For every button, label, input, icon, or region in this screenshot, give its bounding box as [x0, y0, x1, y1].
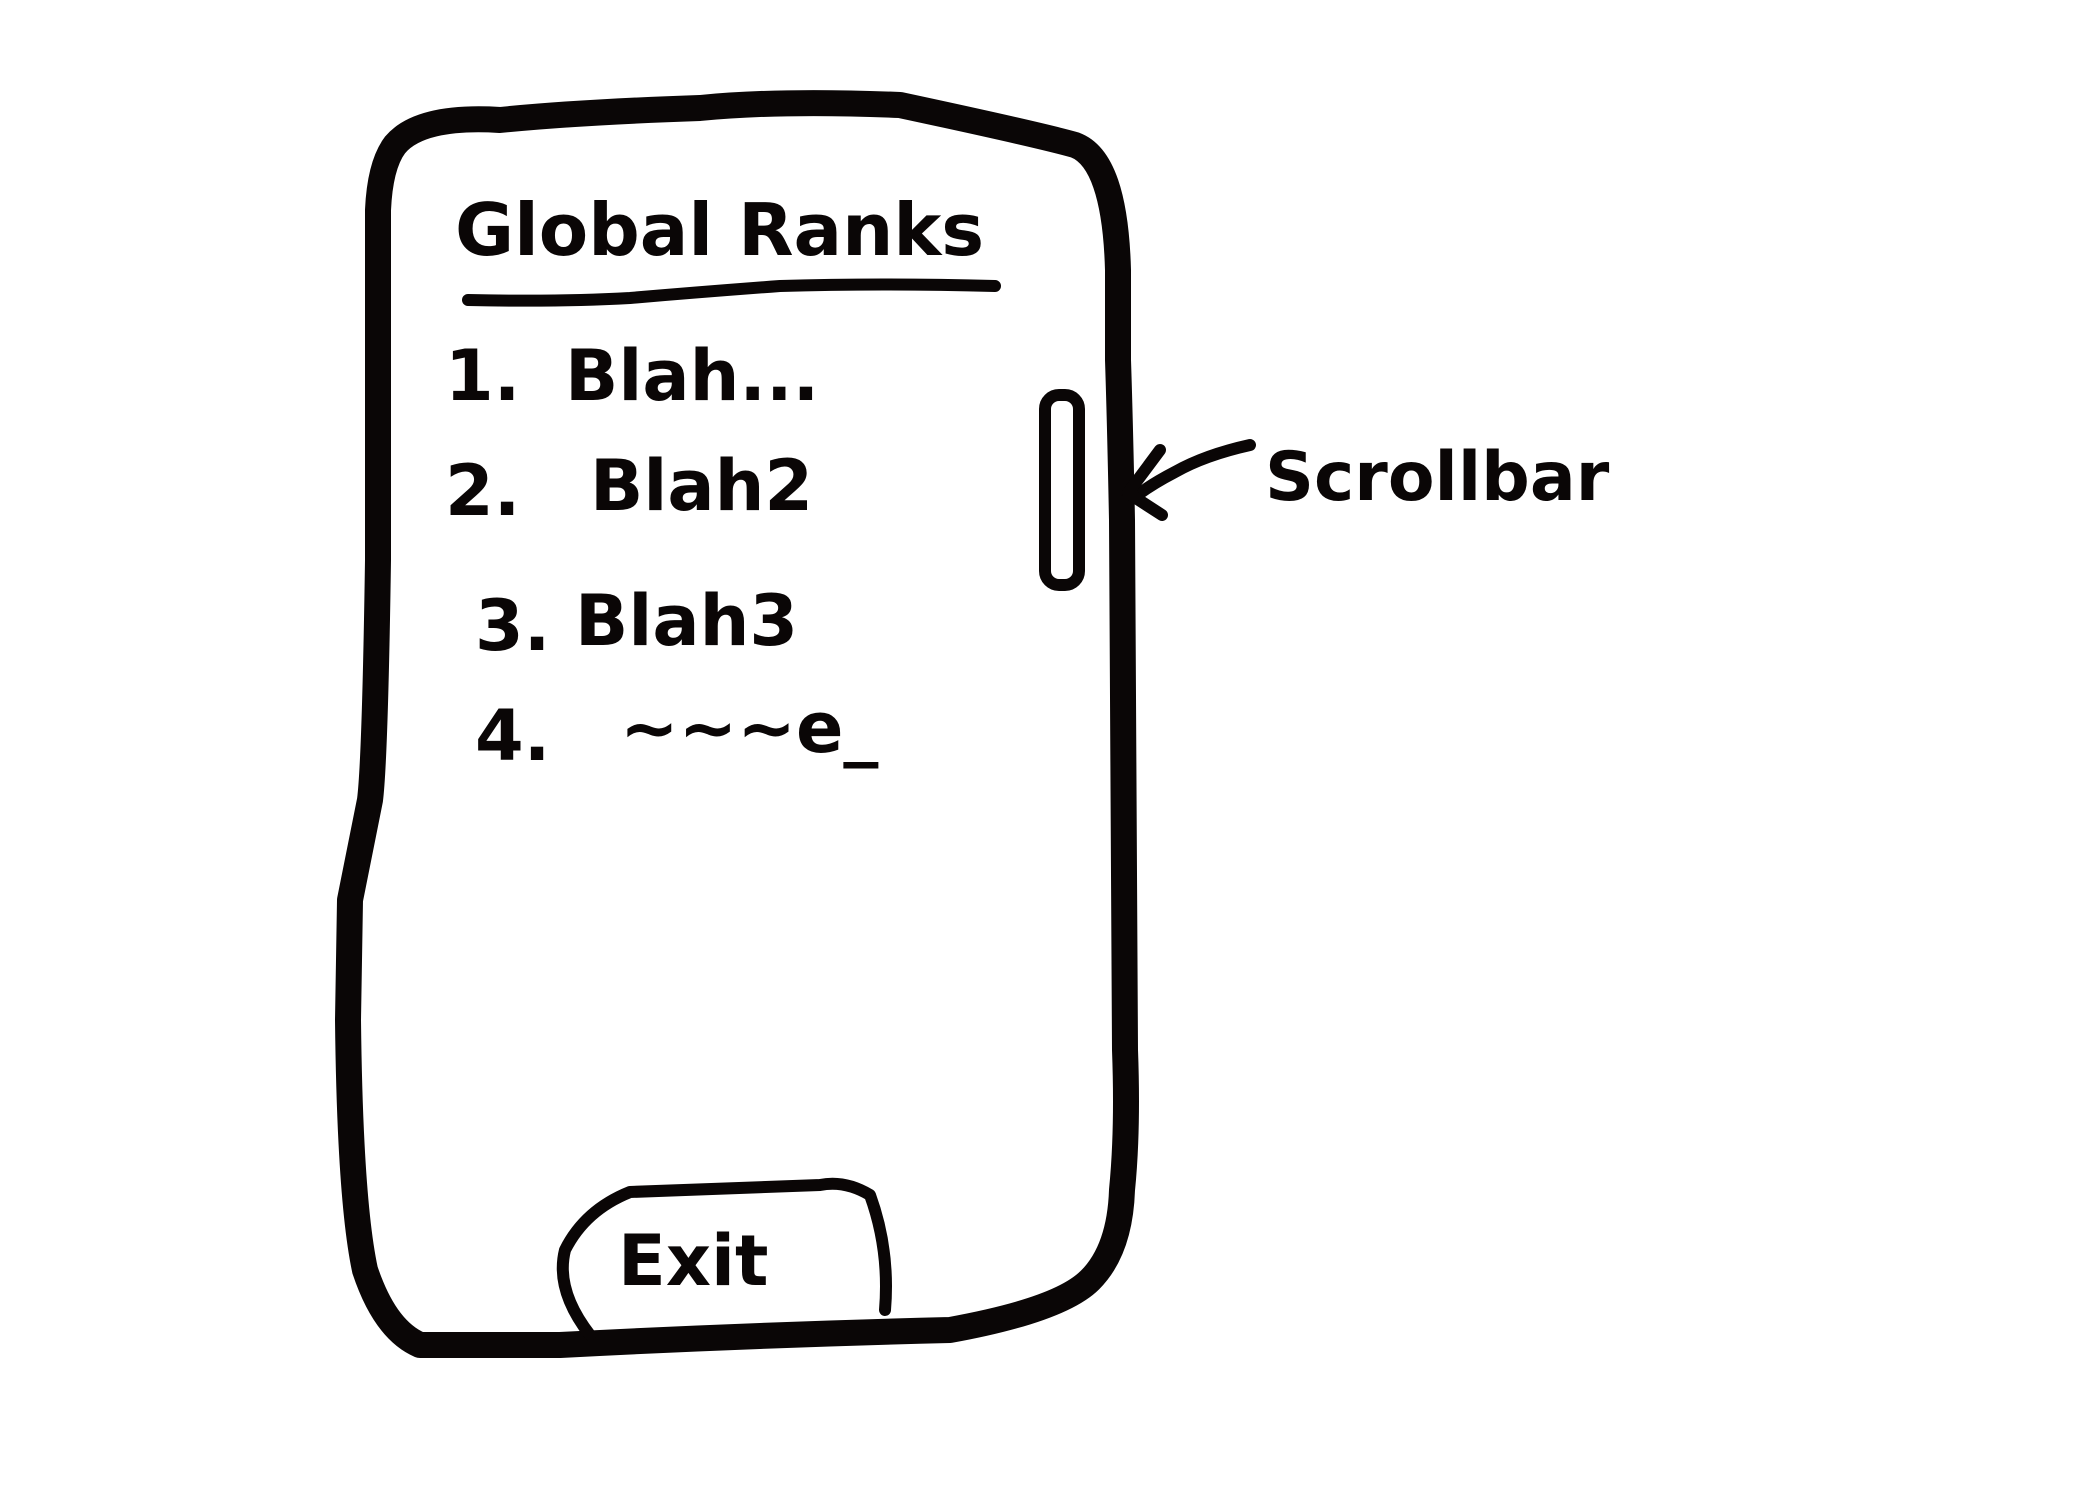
- list-item[interactable]: 1. Blah...: [445, 335, 819, 417]
- ranks-panel-frame: [335, 90, 1139, 1358]
- rank-name: Blah3: [575, 580, 798, 662]
- rank-number: 3.: [475, 585, 550, 667]
- rank-number: 2.: [445, 450, 520, 532]
- rank-number: 4.: [475, 695, 550, 777]
- left-arrow-icon: [1119, 439, 1256, 521]
- rank-number: 1.: [445, 335, 520, 417]
- rank-name: Blah2: [590, 445, 813, 527]
- scrollbar[interactable]: [1039, 389, 1085, 591]
- list-item[interactable]: 3. Blah3: [475, 580, 798, 667]
- title-underline: [462, 278, 1001, 307]
- page-title: Global Ranks: [455, 188, 984, 272]
- rank-list: 1. Blah... 2. Blah2 3. Blah3 4. ~~~e_: [445, 335, 878, 777]
- exit-button-outline: [556, 1177, 892, 1341]
- rank-name: ~~~e_: [620, 687, 878, 769]
- list-item[interactable]: 4. ~~~e_: [475, 687, 878, 777]
- exit-button[interactable]: Exit: [618, 1220, 768, 1302]
- rank-name: Blah...: [565, 335, 819, 417]
- list-item[interactable]: 2. Blah2: [445, 445, 813, 532]
- scrollbar-label: Scrollbar: [1265, 438, 1610, 517]
